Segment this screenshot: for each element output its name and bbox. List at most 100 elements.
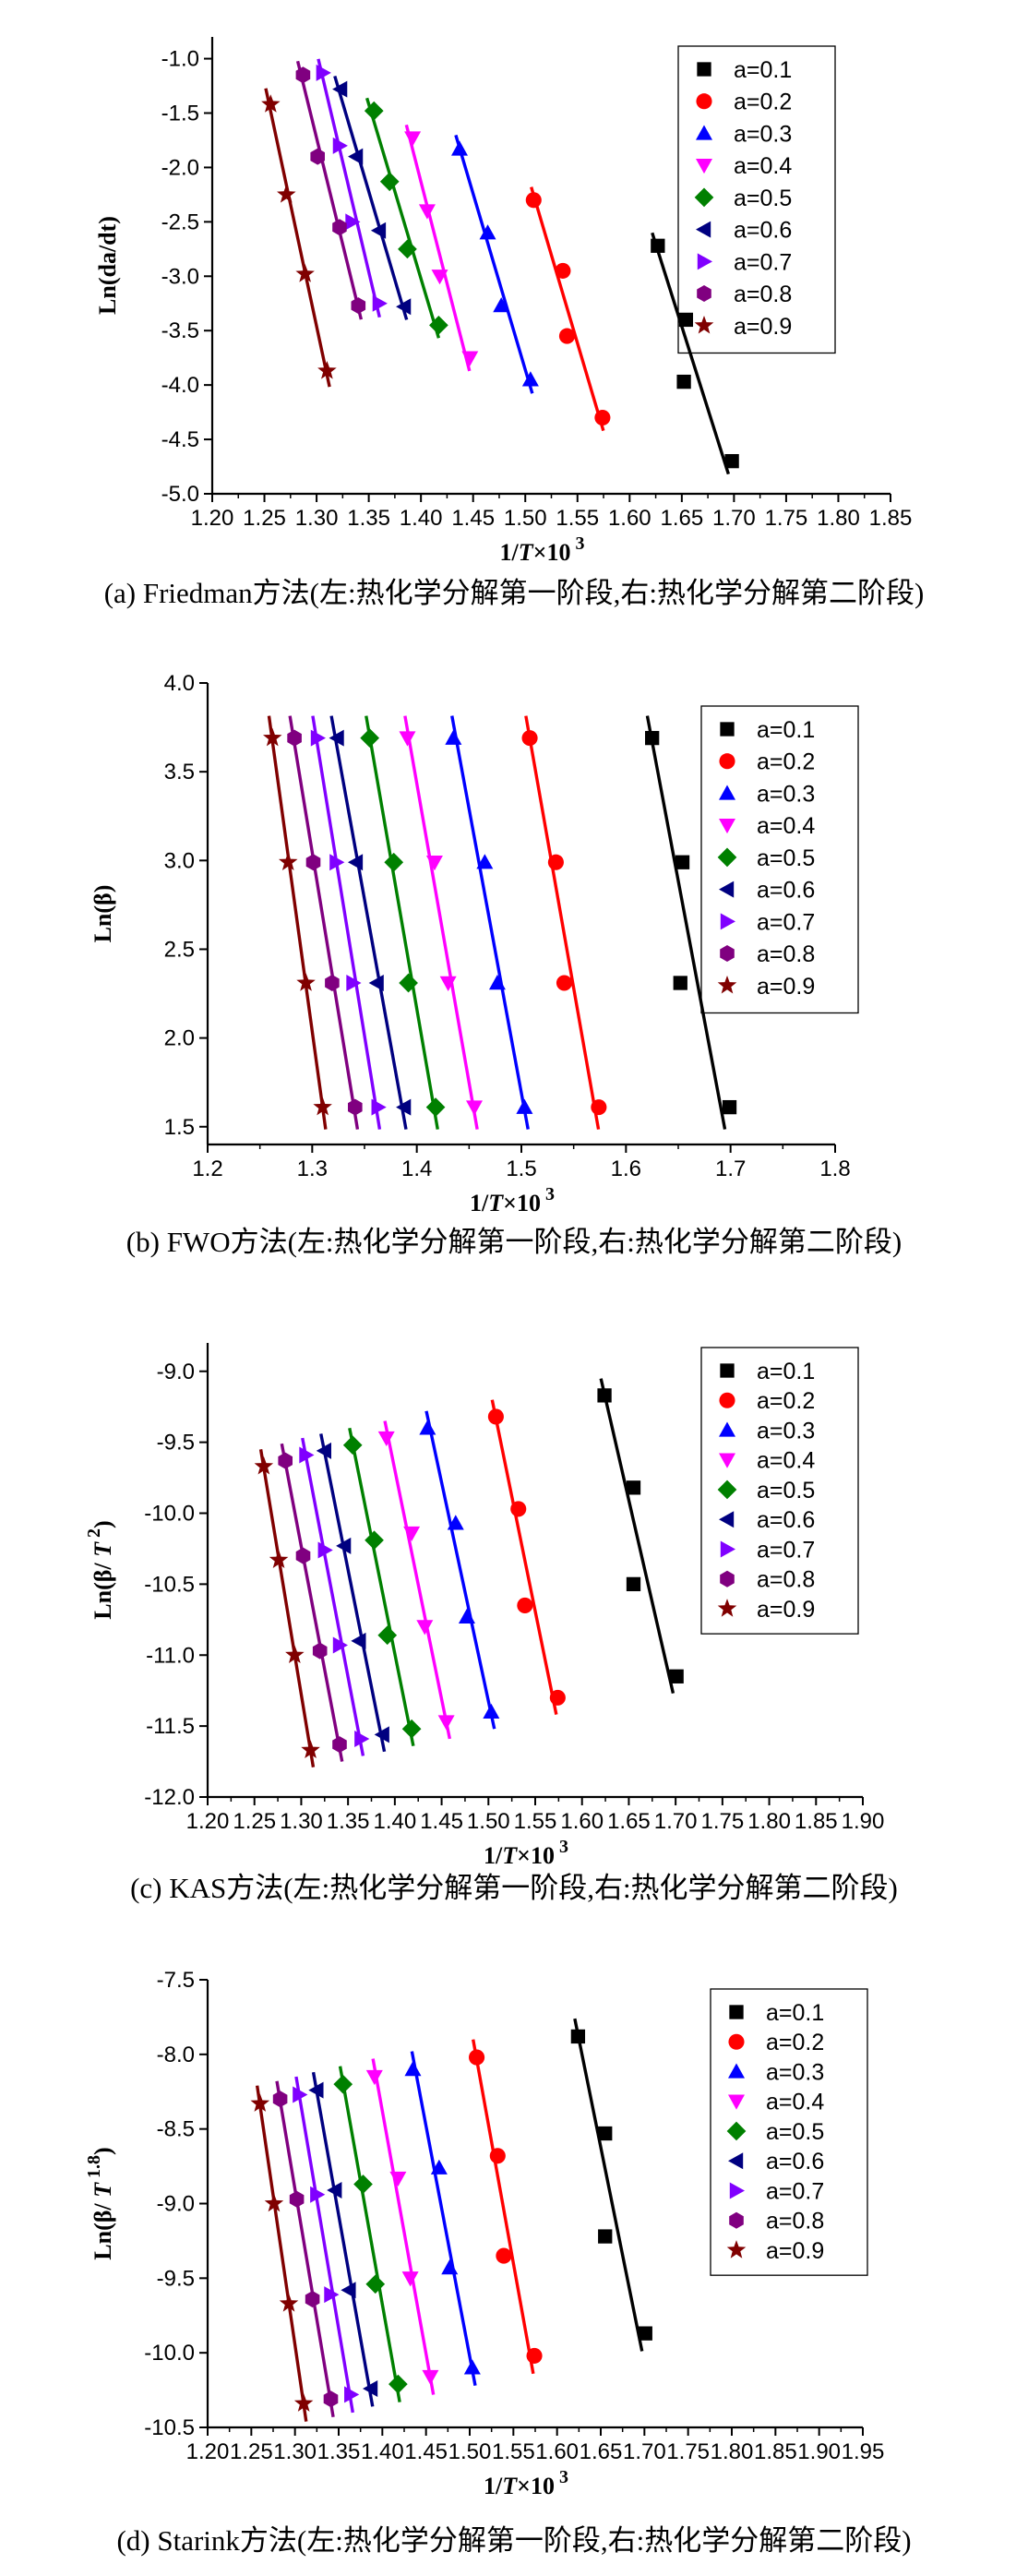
point-a-5-0 — [332, 80, 348, 98]
point-c-7-3 — [332, 1736, 347, 1754]
fit-line-c-5 — [319, 1433, 387, 1753]
x-tick-label-a-4: 1.40 — [400, 506, 443, 531]
legend-label-b-7: a=0.8 — [757, 941, 815, 967]
point-d-5-2 — [341, 2282, 356, 2299]
legend-marker-a-8 — [694, 316, 714, 334]
legend-label-a-3: a=0.4 — [734, 153, 792, 179]
legend-label-c-7: a=0.8 — [757, 1567, 815, 1593]
point-a-5-2 — [370, 222, 387, 239]
y-tick-label-a-1: -1.5 — [161, 102, 199, 126]
legend-box-b — [700, 705, 859, 1014]
point-a-4-0 — [364, 101, 384, 121]
caption-c: (c) KAS方法(左:热化学分解第一阶段,右:热化学分解第二阶段) — [130, 1872, 898, 1904]
legend-label-c-0: a=0.1 — [757, 1359, 815, 1384]
x-tick-label-c-2: 1.30 — [280, 1809, 323, 1834]
x-tick-label-d-8: 1.60 — [535, 2439, 579, 2464]
point-d-0-1 — [598, 2126, 613, 2141]
legend-label-b-4: a=0.5 — [757, 845, 815, 871]
point-d-1-0 — [469, 2049, 485, 2066]
x-tick-label-d-5: 1.45 — [404, 2439, 448, 2464]
point-a-0-3 — [724, 453, 739, 469]
x-tick-label-c-12: 1.80 — [747, 1809, 791, 1834]
legend-marker-a-2 — [696, 125, 712, 140]
x-tick-label-d-1: 1.25 — [230, 2439, 273, 2464]
fit-line-c-4 — [348, 1427, 415, 1746]
point-d-8-0 — [250, 2093, 270, 2112]
legend-marker-b-4 — [717, 847, 737, 868]
legend-marker-a-5 — [696, 221, 711, 238]
legend-marker-b-1 — [719, 753, 735, 770]
fit-line-a-3 — [404, 124, 472, 372]
fit-line-d-8 — [255, 2085, 308, 2422]
point-b-6-2 — [346, 975, 362, 991]
point-c-7-1 — [295, 1547, 311, 1564]
point-a-4-2 — [398, 239, 417, 259]
point-a-0-2 — [676, 374, 691, 389]
point-a-3-2 — [431, 270, 448, 285]
legend-marker-d-4 — [726, 2121, 747, 2141]
x-tick-label-c-10: 1.70 — [654, 1809, 698, 1834]
legend-marker-d-7 — [729, 2211, 744, 2229]
fit-line-a-4 — [365, 97, 441, 339]
point-b-5-3 — [396, 1098, 412, 1116]
point-b-6-1 — [329, 854, 345, 871]
x-tick-label-c-1: 1.25 — [233, 1809, 276, 1834]
x-tick-label-c-14: 1.90 — [842, 1809, 885, 1834]
x-tick-label-c-9: 1.65 — [607, 1809, 651, 1834]
x-tick-label-a-2: 1.30 — [295, 506, 339, 531]
point-c-3-3 — [437, 1715, 455, 1731]
fit-line-c-0 — [599, 1378, 675, 1694]
fit-line-b-6 — [311, 715, 382, 1130]
point-b-5-2 — [368, 975, 384, 991]
point-b-5-0 — [329, 729, 344, 747]
x-tick-label-d-14: 1.90 — [797, 2439, 841, 2464]
y-tick-label-b-1: 2.0 — [164, 1026, 195, 1051]
point-c-1-0 — [487, 1408, 504, 1425]
legend-label-b-5: a=0.6 — [757, 878, 815, 904]
legend-label-c-5: a=0.6 — [757, 1507, 815, 1533]
point-c-3-2 — [416, 1620, 434, 1635]
legend-label-b-1: a=0.2 — [757, 749, 815, 775]
point-b-7-3 — [348, 1098, 363, 1116]
point-b-5-1 — [347, 854, 364, 871]
legend-marker-c-5 — [719, 1511, 735, 1528]
x-tick-label-d-2: 1.30 — [273, 2439, 317, 2464]
point-b-6-0 — [310, 729, 326, 747]
point-a-3-3 — [461, 351, 479, 366]
point-c-6-2 — [332, 1636, 349, 1654]
point-b-6-3 — [371, 1098, 387, 1116]
x-tick-label-c-5: 1.45 — [420, 1809, 463, 1834]
point-d-0-0 — [570, 2029, 586, 2044]
caption-d: (d) Starink方法(左:热化学分解第一阶段,右:热化学分解第二阶段) — [116, 2524, 912, 2557]
point-b-0-3 — [722, 1099, 737, 1115]
legend-label-a-4: a=0.5 — [734, 186, 792, 211]
point-c-5-2 — [351, 1632, 366, 1649]
y-tick-label-a-5: -3.5 — [161, 318, 199, 343]
legend-label-c-6: a=0.7 — [757, 1537, 815, 1563]
fit-line-d-0 — [573, 2018, 644, 2352]
legend-marker-d-3 — [728, 2094, 745, 2110]
legend-label-c-3: a=0.4 — [757, 1448, 815, 1474]
point-a-2-1 — [479, 224, 496, 240]
legend-marker-a-7 — [697, 285, 711, 302]
legend-label-b-2: a=0.3 — [757, 781, 815, 807]
point-b-3-0 — [399, 731, 416, 747]
legend-marker-d-8 — [726, 2240, 747, 2258]
x-tick-label-c-11: 1.75 — [700, 1809, 744, 1834]
point-c-5-1 — [336, 1537, 352, 1554]
point-d-2-0 — [404, 2061, 422, 2077]
point-c-1-2 — [517, 1597, 533, 1613]
legend-label-d-6: a=0.7 — [766, 2178, 824, 2204]
panel-a: 1.20 1.25 1.30 1.35 1.40 1.45 1.50 1.55 1.60 1.65… — [0, 0, 1028, 646]
point-c-8-3 — [301, 1740, 320, 1758]
point-d-1-3 — [526, 2347, 543, 2364]
legend-marker-a-0 — [697, 62, 711, 77]
point-a-8-3 — [317, 361, 337, 379]
point-a-6-3 — [372, 294, 388, 312]
legend-label-b-8: a=0.9 — [757, 974, 815, 1000]
point-a-0-1 — [678, 312, 694, 328]
x-tick-label-a-9: 1.65 — [660, 506, 703, 531]
chart-b: 1.2 1.3 1.4 1.5 1.6 1.7 1.8 1.5 2.0 2.5 3.0 3.5 4.0 1… — [90, 671, 859, 1216]
point-b-8-2 — [296, 973, 316, 991]
point-d-6-3 — [344, 2386, 360, 2403]
